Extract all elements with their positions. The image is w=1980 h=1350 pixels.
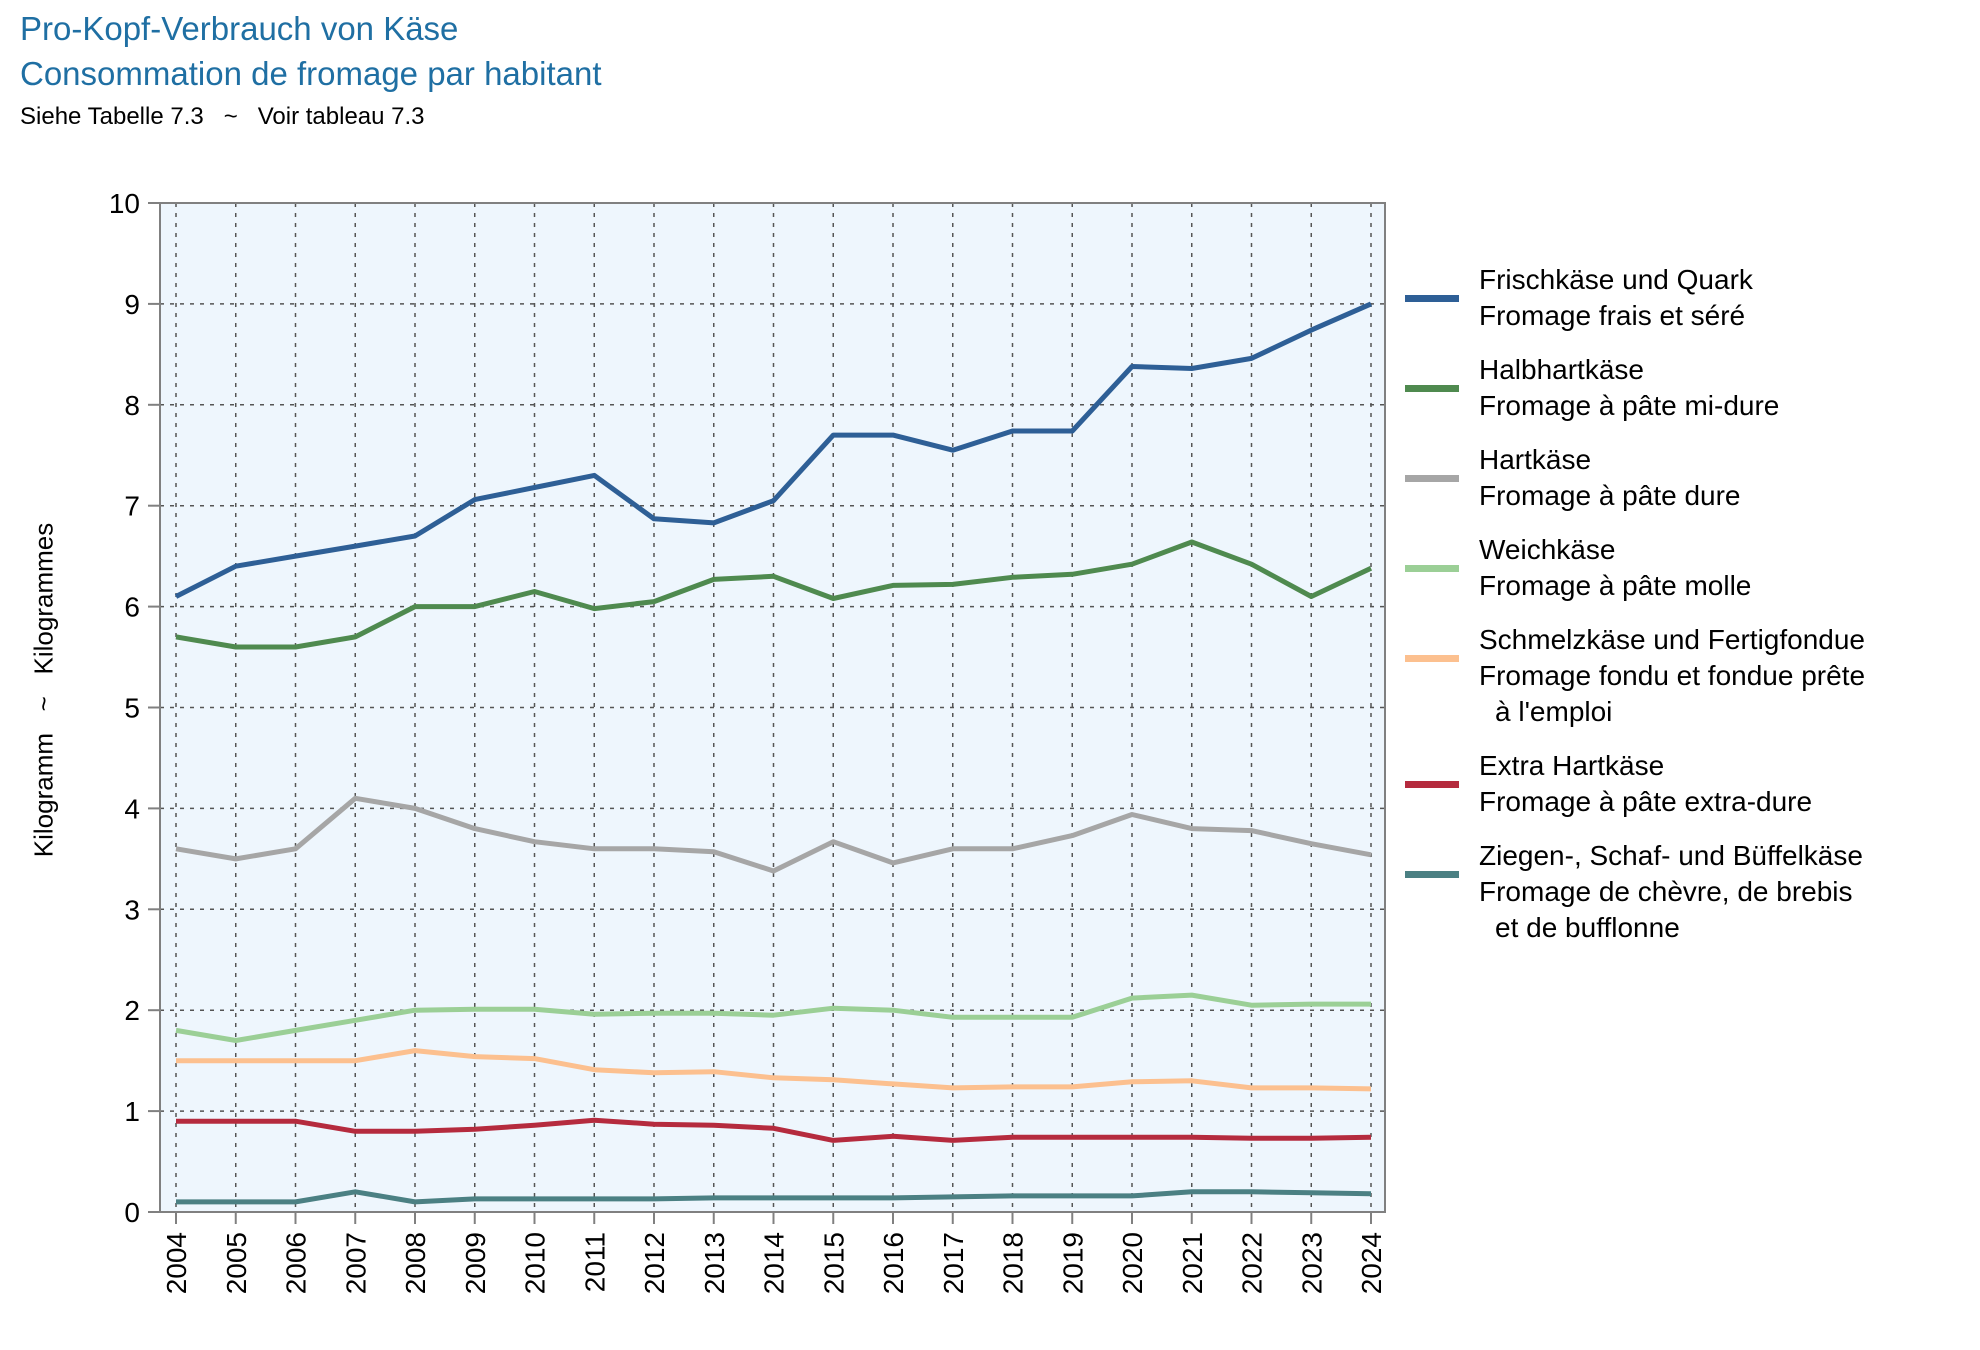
series-line-6 — [176, 1117, 1372, 1143]
legend-item: Weichkäse Fromage à pâte molle — [1405, 532, 1965, 604]
legend-label-french: Fromage fondu et fondue prête — [1479, 660, 1866, 691]
legend-label-french: Fromage à pâte mi-dure — [1479, 390, 1780, 421]
legend-label-french: Fromage frais et séré — [1479, 300, 1746, 331]
chart-title-french: Consommation de fromage par habitant — [20, 55, 602, 92]
y-tick-label: 9 — [124, 289, 140, 320]
x-tick-label: 2012 — [639, 1232, 670, 1294]
y-tick-label: 2 — [124, 995, 140, 1026]
x-tick-label: 2024 — [1356, 1232, 1387, 1294]
x-tick-label: 2019 — [1057, 1232, 1088, 1294]
x-tick-label: 2005 — [221, 1232, 252, 1294]
x-tick-label: 2011 — [579, 1232, 610, 1292]
series-line-5 — [176, 1048, 1372, 1092]
series-line-7 — [176, 1189, 1372, 1205]
legend-swatch — [1405, 565, 1459, 572]
legend-item: Extra Hartkäse Fromage à pâte extra-dure — [1405, 748, 1965, 820]
y-tick-label: 1 — [124, 1096, 140, 1127]
legend-label-german: Weichkäse — [1479, 534, 1616, 565]
y-tick-label: 3 — [124, 894, 140, 925]
legend-label-french: Fromage à pâte extra-dure — [1479, 786, 1813, 817]
x-tick-label: 2013 — [699, 1232, 730, 1294]
chart-title-german: Pro-Kopf-Verbrauch von Käse — [20, 10, 459, 47]
legend-label-german: Hartkäse — [1479, 444, 1592, 475]
series-line-2 — [175, 539, 1373, 650]
y-tick-label: 7 — [124, 491, 140, 522]
legend-label-french: Fromage à pâte molle — [1479, 570, 1752, 601]
x-axis: 2004 2005 2006 2007 2008 2009 2010 2011 2012 2013… — [161, 1212, 1387, 1294]
x-tick-label: 2015 — [818, 1232, 849, 1294]
x-tick-label: 2016 — [878, 1232, 909, 1294]
grid-lines — [160, 203, 1385, 1212]
legend-label-german: Extra Hartkäse — [1479, 750, 1665, 781]
legend-swatch — [1405, 871, 1459, 878]
legend-item: Schmelzkäse und Fertigfondue Fromage fond… — [1405, 622, 1965, 730]
legend-swatch — [1405, 781, 1459, 788]
legend-swatch — [1405, 475, 1459, 482]
x-tick-label: 2021 — [1177, 1232, 1208, 1294]
legend-label-french: Fromage à pâte dure — [1479, 480, 1741, 511]
legend-label-german: Halbhartkäse — [1479, 354, 1644, 385]
legend-label-french: et de bufflonne — [1495, 912, 1680, 943]
table-reference-note: Siehe Tabelle 7.3 ~ Voir tableau 7.3 — [20, 103, 425, 130]
y-tick-label: 0 — [124, 1197, 140, 1228]
x-tick-label: 2004 — [161, 1232, 192, 1294]
y-tick-label: 10 — [109, 188, 140, 219]
legend-label-german: Frischkäse und Quark — [1479, 264, 1753, 295]
x-tick-label: 2023 — [1296, 1232, 1327, 1294]
legend-item: Ziegen-, Schaf- und Büffelkäse Fromage de… — [1405, 838, 1965, 946]
y-tick-label: 5 — [124, 693, 140, 724]
y-tick-label: 6 — [124, 592, 140, 623]
series-line-4 — [175, 992, 1371, 1043]
x-tick-label: 2022 — [1237, 1232, 1268, 1294]
legend-item: Frischkäse und Quark Fromage frais et sér… — [1405, 262, 1965, 334]
x-tick-label: 2010 — [520, 1232, 551, 1294]
x-tick-label: 2017 — [938, 1232, 969, 1294]
legend-swatch — [1405, 295, 1459, 302]
x-tick-label: 2018 — [998, 1232, 1029, 1294]
x-tick-label: 2014 — [759, 1232, 790, 1294]
y-tick-label: 8 — [124, 390, 140, 421]
y-axis: 0 1 2 3 4 5 6 7 8 9 10 — [109, 188, 160, 1228]
legend-swatch — [1405, 655, 1459, 662]
y-tick-label: 4 — [124, 793, 140, 824]
legend-item: Halbhartkäse Fromage à pâte mi-dure — [1405, 352, 1965, 424]
series-line-3 — [175, 795, 1372, 874]
x-tick-label: 2007 — [340, 1232, 371, 1294]
x-tick-label: 2008 — [400, 1232, 431, 1294]
series-lines — [174, 301, 1373, 1205]
legend-label-french: Fromage de chèvre, de brebis — [1479, 876, 1853, 907]
legend-label-german: Ziegen-, Schaf- und Büffelkäse — [1479, 840, 1863, 871]
legend-label-german: Schmelzkäse und Fertigfondue — [1479, 624, 1865, 655]
legend: Frischkäse und Quark Fromage frais et sér… — [1405, 262, 1965, 964]
legend-label-french: à l'emploi — [1495, 696, 1613, 727]
x-tick-label: 2020 — [1117, 1232, 1148, 1294]
x-tick-label: 2009 — [460, 1232, 491, 1294]
series-line-1 — [174, 301, 1373, 599]
x-tick-label: 2006 — [281, 1232, 312, 1294]
legend-swatch — [1405, 385, 1459, 392]
legend-item: Hartkäse Fromage à pâte dure — [1405, 442, 1965, 514]
